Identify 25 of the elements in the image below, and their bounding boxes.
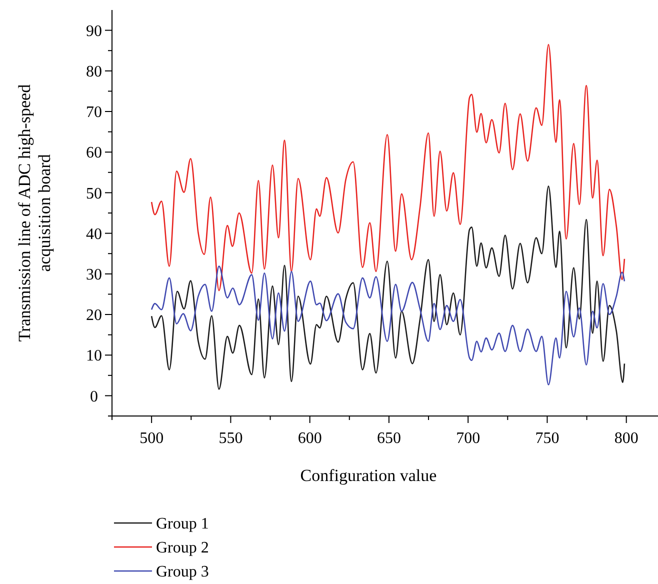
y-tick-label: 20 <box>86 307 102 324</box>
x-tick-label: 750 <box>535 430 560 447</box>
x-tick-label: 550 <box>218 430 243 447</box>
line-series <box>150 186 626 390</box>
legend-label: Group 2 <box>156 540 209 557</box>
x-axis-title: Configuration value <box>300 466 437 485</box>
y-tick-label: 0 <box>90 388 98 406</box>
y-tick-label: 60 <box>86 144 102 162</box>
legend-label: Group 3 <box>156 564 209 581</box>
y-tick-label: 70 <box>86 104 102 122</box>
line-series <box>150 266 626 386</box>
y-tick-label: 90 <box>86 22 102 40</box>
x-tick-label: 700 <box>456 430 480 447</box>
x-tick-label: 500 <box>140 430 164 447</box>
y-tick-label: 10 <box>86 348 102 365</box>
legend-label: Group 1 <box>156 516 209 533</box>
y-tick-label: 30 <box>86 266 102 284</box>
y-tick-label: 80 <box>86 64 102 80</box>
x-tick-label: 800 <box>614 430 638 447</box>
line-series <box>150 44 626 292</box>
x-tick-label: 600 <box>298 430 322 447</box>
y-tick-label: 40 <box>86 226 102 243</box>
x-tick-label: 650 <box>376 430 401 447</box>
y-tick-label: 50 <box>86 185 102 202</box>
y-axis-title: Transmission line of ADC high-speed acquisition board <box>15 84 54 342</box>
